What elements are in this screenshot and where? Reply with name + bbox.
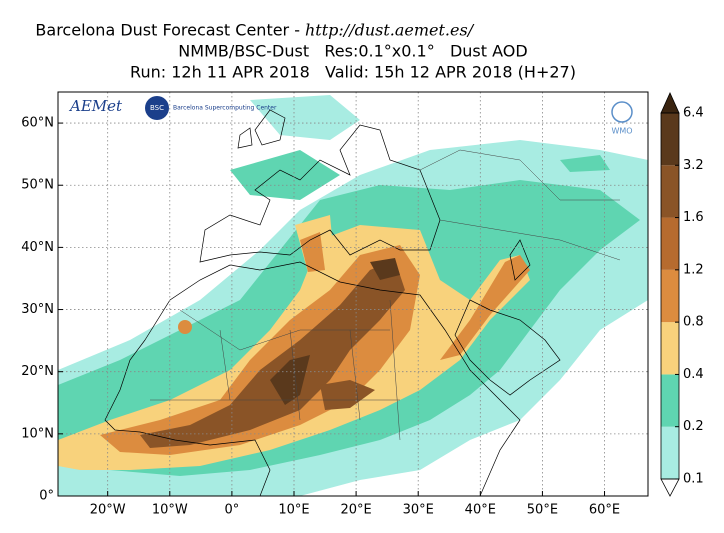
dust-level	[270, 355, 310, 405]
subtitle: NMMB/BSC-Dust Res:0.1°x0.1° Dust AOD	[178, 42, 527, 61]
colorbar-segment	[661, 165, 679, 218]
x-tick-label: 20°W	[90, 503, 126, 518]
y-tick-label: 50°N	[21, 178, 54, 193]
colorbar-label: 3.2	[683, 158, 704, 173]
y-tick-label: 0°	[39, 489, 54, 504]
bsc-name: Barcelona Supercomputing Center	[173, 105, 277, 112]
colorbar-label: 0.8	[683, 315, 704, 330]
colorbar-segment	[661, 113, 679, 166]
dust-level	[560, 155, 610, 172]
y-tick-label: 40°N	[21, 240, 54, 255]
coastline	[104, 261, 521, 496]
country-border	[150, 149, 621, 441]
coastline	[199, 124, 441, 263]
aemet-logo: AEMet	[68, 97, 123, 115]
x-tick-label: 10°E	[278, 503, 309, 518]
x-tick-label: 20°E	[340, 503, 371, 518]
logos: AEMet BSC Barcelona Supercomputing Cente…	[68, 96, 633, 136]
title: Barcelona Dust Forecast Center -	[35, 21, 300, 40]
x-tick-label: 30°E	[403, 503, 434, 518]
dust-level	[300, 232, 325, 272]
x-tick-label: 50°E	[527, 503, 558, 518]
x-tick-label: 60°E	[589, 503, 620, 518]
colorbar-label: 0.4	[683, 367, 704, 382]
bsc-logo: BSC	[150, 104, 164, 112]
dust-level	[140, 260, 405, 448]
map-area: 20°W 10°W 0° 10°E 20°E 30°E 40°E 50°E 60°E 0° 10°N…	[21, 91, 649, 518]
colorbar-label: 1.2	[683, 262, 704, 277]
y-tick-label: 60°N	[21, 116, 54, 131]
colorbar-segment	[661, 426, 679, 479]
x-tick-label: 0°	[225, 503, 240, 518]
colorbar-frame	[660, 112, 680, 480]
title-url: http://dust.aemet.es/	[305, 21, 475, 40]
colorbar-segment	[661, 217, 679, 270]
colorbar-segment	[661, 322, 679, 375]
y-tick-label: 20°N	[21, 364, 54, 379]
dust-level	[230, 150, 340, 200]
colorbar-under	[660, 478, 680, 497]
colorbar-label: 6.4	[683, 106, 704, 121]
dust-level	[250, 95, 360, 140]
colorbar-label: 1.6	[683, 210, 704, 225]
wmo-logo: WMO	[611, 127, 632, 136]
dust-level	[178, 320, 192, 334]
colorbar-label: 0.1	[683, 472, 704, 487]
colorbar-segment	[661, 374, 679, 427]
coastline	[237, 109, 286, 149]
colorbar-segment	[661, 269, 679, 323]
wmo-emblem	[611, 101, 633, 123]
coastline	[454, 239, 561, 396]
bsc-logo-mark	[145, 96, 169, 120]
dust-level	[320, 380, 375, 410]
x-tick-label: 40°E	[465, 503, 496, 518]
colorbar: 0.1 0.2 0.4 0.8 1.2 1.6 3.2 6.4	[660, 92, 704, 497]
dust-field	[58, 92, 648, 496]
run-info: Run: 12h 11 APR 2018 Valid: 15h 12 APR 2…	[130, 63, 576, 82]
colorbar-label: 0.2	[683, 419, 704, 434]
map-frame	[57, 91, 649, 497]
y-tick-label: 30°N	[21, 302, 54, 317]
dust-level	[370, 258, 400, 280]
y-tick-label: 10°N	[21, 426, 54, 441]
colorbar-over	[660, 92, 680, 114]
x-tick-label: 10°W	[152, 503, 188, 518]
